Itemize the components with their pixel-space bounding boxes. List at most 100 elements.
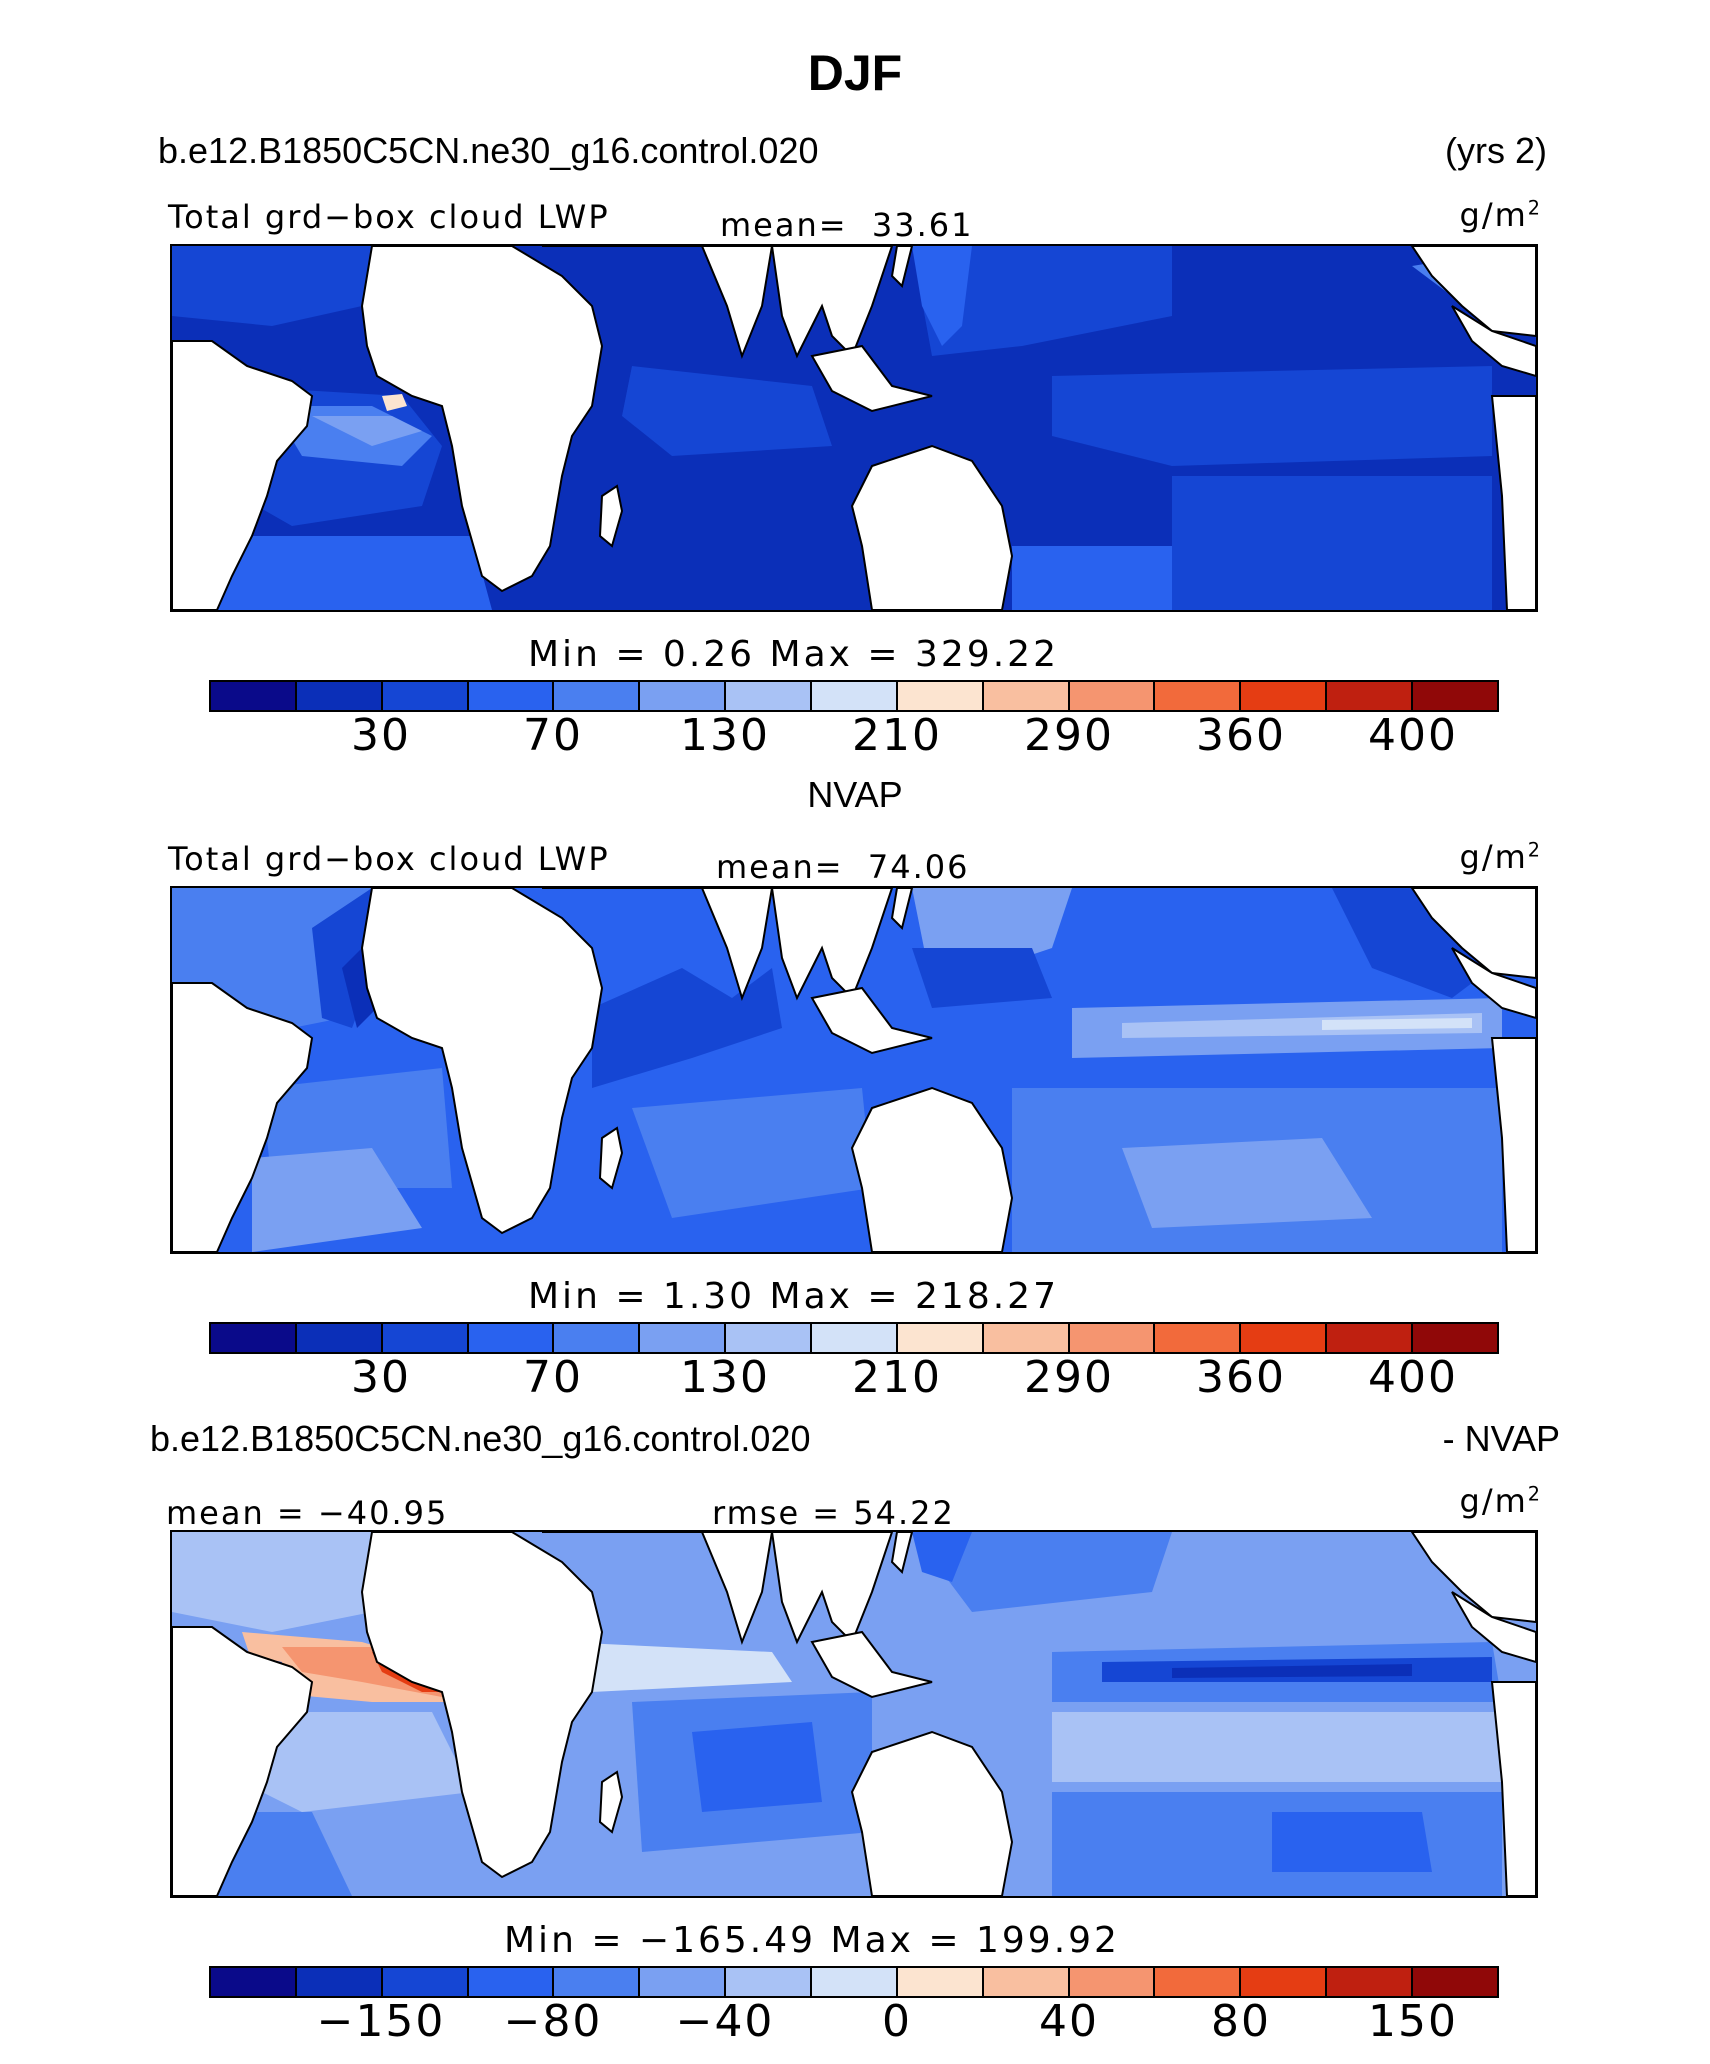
years-label: (yrs 2) <box>1445 130 1547 171</box>
figure-title: DJF <box>807 45 903 101</box>
coastline-australia <box>850 1086 1014 1252</box>
colorbar-tick-label: −150 <box>316 1996 446 2047</box>
field-contour <box>1272 1812 1432 1872</box>
panel1-min-max: Min = 0.26 Max = 329.22 <box>528 634 1059 675</box>
coastline-seAsia <box>810 986 933 1055</box>
colorbar-swatch <box>1155 682 1242 710</box>
field-contour <box>312 416 422 446</box>
coastline-africa <box>360 246 604 593</box>
colorbar-swatch <box>382 1968 469 1996</box>
panel3-min-max: Min = −165.49 Max = 199.92 <box>504 1920 1120 1961</box>
field-contour <box>622 366 832 456</box>
field-contour <box>592 968 782 1088</box>
panel1-variable: Total grd−box cloud LWP <box>168 198 610 236</box>
panel1-map <box>170 244 1538 612</box>
coastline-centralAmerica <box>1451 1591 1536 1664</box>
colorbar-swatch <box>468 682 555 710</box>
colorbar-tick-label: 400 <box>1368 1352 1458 1403</box>
coastline-seAsia <box>810 1630 933 1699</box>
coastline-africa <box>360 888 604 1235</box>
case-name: b.e12.B1850C5CN.ne30_g16.control.020 <box>158 130 819 171</box>
coastline-asiaNE <box>890 888 914 930</box>
panel1-stat-label: mean= <box>720 206 848 244</box>
colorbar-tick-label: 400 <box>1368 710 1458 761</box>
colorbar-swatch <box>1413 1968 1497 1996</box>
panel3-mean: mean = −40.95 <box>166 1494 449 1532</box>
colorbar-tick-label: 70 <box>523 710 583 761</box>
panel3-units-text: g/m <box>1459 1482 1528 1520</box>
colorbar-swatch <box>726 1968 813 1996</box>
field-contour <box>692 1722 822 1812</box>
coastline-asiaNE <box>890 1532 914 1574</box>
panel2-stat-value: 74.06 <box>867 848 970 886</box>
colorbar-swatch <box>897 682 984 710</box>
colorbar-swatch <box>554 682 641 710</box>
colorbar-swatch <box>726 682 813 710</box>
panel1-colorbar <box>209 680 1499 712</box>
colorbar-swatch <box>983 682 1070 710</box>
colorbar-swatch <box>726 1324 813 1352</box>
coastline-centralAmerica <box>1451 305 1536 378</box>
coastline-australia <box>850 444 1014 610</box>
colorbar-tick-label: 70 <box>523 1352 583 1403</box>
colorbar-tick-label: 210 <box>852 1352 942 1403</box>
coastline-southAmWest <box>1490 395 1536 610</box>
colorbar-tick-label: 0 <box>882 1996 912 2047</box>
panel2-stat-label: mean= <box>716 848 844 886</box>
colorbar-swatch <box>554 1968 641 1996</box>
colorbar-swatch <box>1155 1968 1242 1996</box>
coastline-indochina <box>770 888 894 1001</box>
colorbar-tick-label: 40 <box>1039 1996 1099 2047</box>
colorbar-swatch <box>296 1324 383 1352</box>
colorbar-swatch <box>1413 682 1497 710</box>
coastline-arabiaIndia <box>542 1532 774 1646</box>
colorbar-tick-label: 210 <box>852 710 942 761</box>
coastline-seAsia <box>810 344 933 413</box>
colorbar-swatch <box>640 1968 727 1996</box>
coastline-southAmWest <box>1490 1037 1536 1252</box>
colorbar-swatch <box>812 682 898 710</box>
colorbar-swatch <box>897 1324 984 1352</box>
colorbar-swatch <box>1069 682 1156 710</box>
panel2-map-svg <box>172 888 1536 1252</box>
colorbar-tick-label: 80 <box>1211 1996 1271 2047</box>
panel2-min-max: Min = 1.30 Max = 218.27 <box>528 1276 1059 1317</box>
field-contour <box>562 1642 792 1692</box>
colorbar-swatch <box>1327 1324 1414 1352</box>
field-contour <box>912 948 1052 1008</box>
colorbar-swatch <box>812 1968 898 1996</box>
colorbar-tick-label: −80 <box>503 1996 603 2047</box>
colorbar-swatch <box>1069 1324 1156 1352</box>
colorbar-swatch <box>1241 1968 1328 1996</box>
panel1-stat: mean= 33.61 <box>720 206 974 244</box>
coastline-madagascar <box>598 484 624 548</box>
field-contour <box>172 246 372 326</box>
colorbar-swatch <box>382 1324 469 1352</box>
field-contour <box>1172 476 1492 610</box>
panel3-map <box>170 1530 1538 1898</box>
colorbar-swatch <box>211 682 297 710</box>
colorbar-swatch <box>897 1968 984 1996</box>
field-contour <box>1122 1138 1372 1228</box>
colorbar-swatch <box>1155 1324 1242 1352</box>
field-contour <box>1052 1712 1502 1782</box>
field-contour <box>172 1532 372 1632</box>
colorbar-swatch <box>1413 1324 1497 1352</box>
colorbar-tick-label: 360 <box>1196 1352 1286 1403</box>
colorbar-swatch <box>812 1324 898 1352</box>
field-contour <box>632 1088 872 1218</box>
colorbar-tick-label: 130 <box>680 710 770 761</box>
colorbar-swatch <box>382 682 469 710</box>
field-contour <box>1322 1018 1472 1030</box>
colorbar-tick-label: 150 <box>1368 1996 1458 2047</box>
coastline-indochina <box>770 246 894 359</box>
panel3-colorbar <box>209 1966 1499 1998</box>
coastline-southAmWest <box>1490 1681 1536 1896</box>
coastline-arabiaIndia <box>542 246 774 360</box>
panel1-stat-value: 33.61 <box>871 206 974 244</box>
colorbar-swatch <box>468 1968 555 1996</box>
panel3-rmse: rmse = 54.22 <box>712 1494 955 1532</box>
colorbar-swatch <box>211 1324 297 1352</box>
colorbar-swatch <box>983 1324 1070 1352</box>
coastline-madagascar <box>598 1126 624 1190</box>
